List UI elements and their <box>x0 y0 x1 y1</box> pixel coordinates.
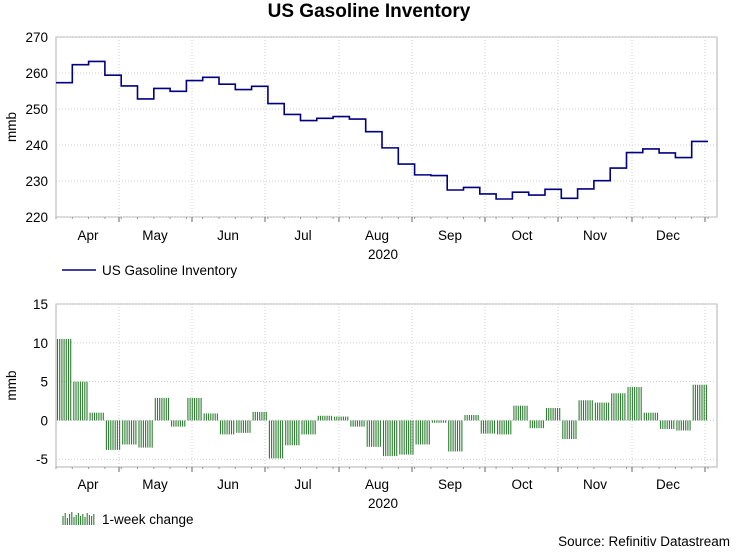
legend-swatch <box>62 512 95 525</box>
y-axis-label: mmb <box>4 371 19 401</box>
legend-label: 1-week change <box>102 512 194 527</box>
inventory-step-line <box>56 60 708 200</box>
x-tick-label: Jul <box>294 228 311 243</box>
bar <box>187 397 202 421</box>
bar <box>578 400 593 421</box>
x-tick-label: Jun <box>217 228 239 243</box>
bar <box>464 414 479 421</box>
bar <box>529 420 544 429</box>
bar <box>203 413 218 421</box>
y-tick-label: 250 <box>25 102 48 117</box>
bar <box>366 420 381 447</box>
bar <box>105 420 121 450</box>
bar <box>382 420 398 457</box>
bar <box>676 420 691 431</box>
x-tick-label: Jun <box>217 477 239 492</box>
bar <box>594 402 610 421</box>
bar <box>56 338 72 421</box>
bar <box>660 420 675 429</box>
bar <box>154 397 170 421</box>
x-tick-label: Oct <box>511 228 532 243</box>
x-tick-label: Sep <box>438 228 462 243</box>
x-axis-label: 2020 <box>368 247 398 262</box>
bar <box>317 415 333 421</box>
bar <box>399 420 414 455</box>
x-tick-label: Sep <box>438 477 462 492</box>
x-tick-label: Dec <box>656 228 680 243</box>
bar <box>122 420 137 445</box>
plot-frame <box>55 303 718 468</box>
y-tick-label: 230 <box>25 174 48 189</box>
source-note: Source: Refinitiv Datastream <box>558 534 730 549</box>
bar <box>219 420 235 435</box>
weekly-change-bar-chart: -5 0 5 10 15 Apr May Jun Jul Aug Sep Oct Nov Dec 2020 m… <box>4 297 718 527</box>
y-tick-label: 5 <box>40 375 48 390</box>
bar <box>268 420 284 459</box>
x-tick-label: Nov <box>583 228 607 243</box>
bar <box>415 420 430 445</box>
bar <box>236 420 251 433</box>
bar <box>692 384 707 421</box>
bar <box>285 420 300 446</box>
x-tick-label: Oct <box>511 477 532 492</box>
y-tick-label: 0 <box>40 413 48 428</box>
bar <box>627 387 642 421</box>
inventory-line-chart: 220 230 240 250 260 270 Apr May Jun Jul Aug Sep Oct N… <box>4 30 718 278</box>
x-tick-label: Apr <box>77 228 99 243</box>
x-tick-label: Aug <box>365 228 389 243</box>
y-tick-label: 240 <box>25 138 48 153</box>
bar <box>73 381 88 421</box>
x-axis-label: 2020 <box>368 496 398 511</box>
bar <box>643 412 659 421</box>
x-tick-label: Apr <box>77 477 99 492</box>
x-tick-label: Aug <box>365 477 389 492</box>
y-tick-label: 260 <box>25 66 48 81</box>
x-tick-label: May <box>142 477 168 492</box>
bar <box>497 420 512 435</box>
bar <box>545 408 561 421</box>
legend-label: US Gasoline Inventory <box>102 263 237 278</box>
x-tick-label: May <box>142 228 168 243</box>
x-tick-label: Dec <box>656 477 680 492</box>
x-tick-label: Nov <box>583 477 607 492</box>
bar <box>431 420 447 423</box>
bar <box>171 420 186 427</box>
y-axis-label: mmb <box>4 112 19 142</box>
y-tick-label: -5 <box>36 452 48 467</box>
bar <box>513 405 528 421</box>
y-tick-label: 220 <box>25 210 48 225</box>
y-tick-label: 15 <box>33 297 48 312</box>
x-tick-label: Jul <box>294 477 311 492</box>
chart-title: US Gasoline Inventory <box>267 1 471 22</box>
plot-frame <box>55 36 718 218</box>
bar <box>301 420 316 435</box>
bar <box>480 420 496 434</box>
y-tick-label: 270 <box>25 30 48 45</box>
bar <box>611 393 626 421</box>
y-tick-label: 10 <box>33 336 48 351</box>
bar <box>334 416 349 421</box>
bar <box>350 420 365 427</box>
bar <box>138 420 153 448</box>
bar <box>89 412 104 421</box>
bar <box>252 411 267 421</box>
bar <box>448 420 463 452</box>
bar <box>562 420 577 440</box>
